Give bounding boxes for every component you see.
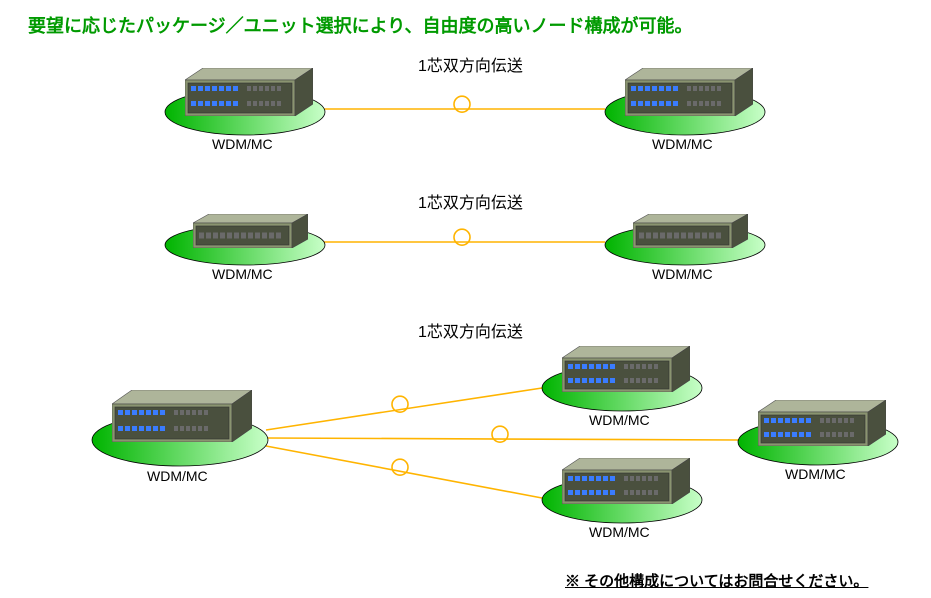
device-icon bbox=[562, 458, 690, 504]
section-label: 1芯双方向伝送 bbox=[418, 189, 523, 213]
device-icon bbox=[185, 68, 313, 116]
device-icon bbox=[758, 400, 886, 446]
node-label: WDM/MC bbox=[785, 466, 846, 482]
node-label: WDM/MC bbox=[147, 468, 208, 484]
device-icon bbox=[112, 390, 252, 442]
fiber-layer bbox=[0, 0, 931, 598]
node-label: WDM/MC bbox=[652, 136, 713, 152]
device-icon bbox=[625, 68, 753, 116]
device-icon bbox=[193, 214, 308, 248]
node-label: WDM/MC bbox=[652, 266, 713, 282]
device-icon bbox=[562, 346, 690, 392]
node-label: WDM/MC bbox=[589, 524, 650, 540]
node-label: WDM/MC bbox=[212, 136, 273, 152]
section-label: 1芯双方向伝送 bbox=[418, 52, 523, 76]
node-label: WDM/MC bbox=[589, 412, 650, 428]
footer-note: ※ その他構成についてはお問合せください。 bbox=[565, 570, 868, 591]
device-icon bbox=[633, 214, 748, 248]
page-title: 要望に応じたパッケージ／ユニット選択により、自由度の高いノード構成が可能。 bbox=[28, 12, 693, 38]
node-label: WDM/MC bbox=[212, 266, 273, 282]
section-label: 1芯双方向伝送 bbox=[418, 318, 523, 342]
